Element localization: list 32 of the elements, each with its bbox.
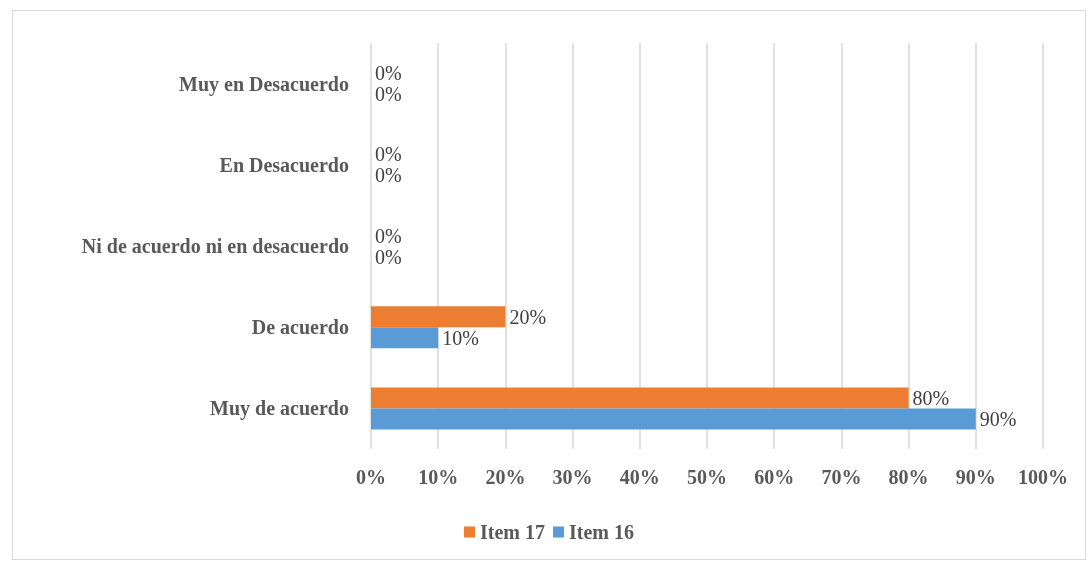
data-label: 0% bbox=[375, 143, 402, 166]
data-label: 0% bbox=[375, 62, 402, 85]
data-label: 10% bbox=[442, 326, 479, 349]
x-tick-label: 100% bbox=[1018, 466, 1068, 488]
data-label: 0% bbox=[375, 245, 402, 268]
bar bbox=[371, 408, 976, 430]
data-label: 80% bbox=[912, 386, 950, 409]
x-tick-label: 50% bbox=[687, 466, 727, 488]
x-tick-label: 10% bbox=[418, 466, 459, 488]
y-tick-label: En Desacuerdo bbox=[219, 153, 349, 176]
y-tick-label: Ni de acuerdo ni en desacuerdo bbox=[81, 235, 349, 257]
bar bbox=[371, 327, 439, 349]
bar bbox=[371, 306, 506, 328]
x-tick-label: 90% bbox=[955, 466, 996, 488]
data-label: 0% bbox=[375, 83, 402, 106]
x-tick-label: 40% bbox=[619, 466, 660, 488]
x-tick-label: 80% bbox=[888, 466, 929, 488]
data-label: 0% bbox=[375, 164, 402, 187]
x-tick-label: 30% bbox=[552, 466, 593, 488]
data-label: 20% bbox=[509, 305, 547, 328]
x-tick-label: 70% bbox=[821, 466, 862, 488]
data-label: 0% bbox=[375, 224, 402, 247]
legend-label: Item 16 bbox=[569, 521, 634, 543]
legend-label: Item 17 bbox=[480, 521, 545, 543]
x-tick-label: 60% bbox=[754, 466, 795, 488]
bar bbox=[371, 387, 909, 409]
y-tick-label: Muy de acuerdo bbox=[210, 397, 349, 421]
x-tick-label: 0% bbox=[356, 466, 386, 488]
x-tick-label: 20% bbox=[485, 466, 526, 488]
y-tick-label: De acuerdo bbox=[251, 316, 349, 339]
data-label: 90% bbox=[979, 407, 1017, 430]
y-tick-label: Muy en Desacuerdo bbox=[179, 72, 349, 96]
